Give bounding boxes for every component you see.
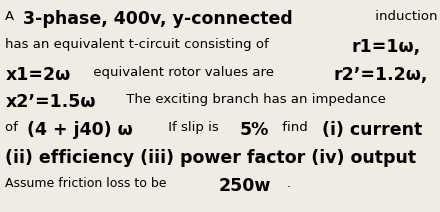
Text: 5%: 5% — [240, 121, 269, 139]
Text: induction motor: induction motor — [370, 10, 440, 22]
Text: The exciting branch has an impedance: The exciting branch has an impedance — [122, 93, 386, 106]
Text: x1=2ω: x1=2ω — [5, 66, 70, 84]
Text: x2’=1.5ω: x2’=1.5ω — [5, 93, 96, 112]
Text: (i) current: (i) current — [322, 121, 422, 139]
Text: r1=1ω,: r1=1ω, — [351, 38, 420, 56]
Text: has an equivalent t-circuit consisting of: has an equivalent t-circuit consisting o… — [5, 38, 273, 50]
Text: Assume friction loss to be: Assume friction loss to be — [5, 177, 171, 190]
Text: 3-phase, 400v, y-connected: 3-phase, 400v, y-connected — [22, 10, 292, 28]
Text: find: find — [278, 121, 312, 134]
Text: of: of — [5, 121, 22, 134]
Text: equivalent rotor values are: equivalent rotor values are — [89, 66, 279, 78]
Text: (4 + j40) ω: (4 + j40) ω — [27, 121, 133, 139]
Text: .: . — [286, 177, 290, 190]
Text: 250w: 250w — [219, 177, 271, 195]
Text: r2’=1.2ω,: r2’=1.2ω, — [334, 66, 428, 84]
Text: (ii) efficiency (iii) power factor (iv) output: (ii) efficiency (iii) power factor (iv) … — [5, 149, 416, 167]
Text: A: A — [5, 10, 18, 22]
Text: If slip is: If slip is — [164, 121, 223, 134]
